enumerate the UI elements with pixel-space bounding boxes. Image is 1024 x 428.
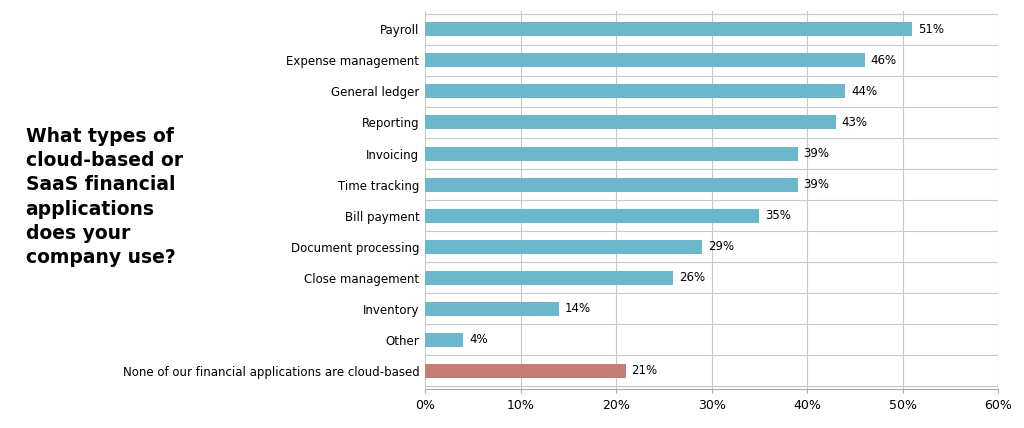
- Bar: [425, 302, 559, 316]
- Text: 44%: 44%: [851, 85, 878, 98]
- Text: 29%: 29%: [708, 240, 734, 253]
- Text: What types of
cloud-based or
SaaS financial
applications
does your
company use?: What types of cloud-based or SaaS financ…: [26, 127, 182, 267]
- Bar: [425, 240, 702, 254]
- Bar: [425, 178, 798, 192]
- Text: 39%: 39%: [804, 147, 829, 160]
- Bar: [425, 208, 760, 223]
- Bar: [425, 54, 864, 67]
- Bar: [425, 271, 674, 285]
- Text: 43%: 43%: [842, 116, 867, 129]
- Bar: [425, 364, 626, 378]
- Bar: [425, 84, 846, 98]
- Text: 46%: 46%: [870, 54, 896, 67]
- Text: 39%: 39%: [804, 178, 829, 191]
- Bar: [425, 333, 463, 347]
- Text: 35%: 35%: [765, 209, 792, 222]
- Text: 14%: 14%: [564, 302, 591, 315]
- Text: 4%: 4%: [469, 333, 487, 346]
- Text: 26%: 26%: [679, 271, 706, 284]
- Bar: [425, 146, 798, 160]
- Bar: [425, 22, 912, 36]
- Bar: [425, 116, 836, 129]
- Text: 21%: 21%: [632, 364, 657, 377]
- Text: 51%: 51%: [919, 23, 944, 36]
